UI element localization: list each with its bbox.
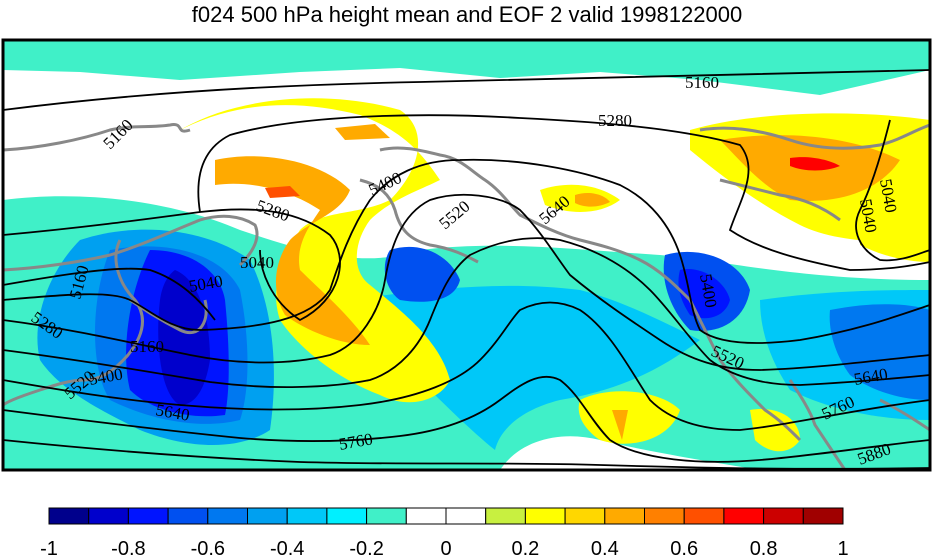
colorbar-swatches — [48, 507, 844, 525]
colorbar-tick-label: -0.8 — [111, 538, 145, 558]
colorbar-swatch — [247, 507, 288, 525]
contour-line — [2, 158, 931, 344]
coastline — [2, 214, 259, 272]
coastlines — [2, 123, 931, 471]
colorbar-swatch — [88, 507, 129, 525]
colorbar-swatch — [286, 507, 328, 525]
coastline — [359, 178, 479, 264]
colorbar-tick-label: -0.4 — [270, 538, 304, 558]
coastline — [699, 123, 931, 150]
contour-line — [2, 439, 931, 470]
colorbar-tick-label: 0.2 — [511, 538, 539, 558]
map-panel: 5160 5280 5400 5520 5640 5040 5040 5040 … — [1, 38, 932, 472]
contour-line — [2, 267, 216, 321]
coastline — [379, 146, 802, 442]
coastline — [788, 379, 847, 471]
colorbar-swatch — [485, 507, 526, 525]
colorbar-swatch — [683, 507, 725, 525]
colorbar-swatch — [366, 507, 407, 525]
colorbar-tick-label: -1 — [40, 538, 58, 558]
colorbar-swatch — [445, 507, 487, 525]
contour-line — [2, 375, 931, 463]
colorbar-swatch — [564, 507, 606, 525]
anomaly-region — [180, 98, 450, 403]
colorbar-swatch — [763, 507, 804, 525]
coastline — [2, 123, 191, 152]
colorbar-swatch — [127, 507, 169, 525]
colorbar-tick-label: 0 — [440, 538, 451, 558]
anomaly-region — [790, 157, 840, 171]
anomaly-region — [350, 285, 700, 450]
contour-label: 5280 — [598, 111, 632, 130]
contour-label: 5040 — [240, 253, 274, 272]
anomaly-region — [575, 192, 610, 207]
colorbar-tick-label: 0.6 — [670, 538, 698, 558]
colorbar-swatch — [167, 507, 209, 525]
colorbar-swatch — [604, 507, 645, 525]
contour-line — [2, 301, 931, 431]
contour-label: 5160 — [685, 73, 719, 92]
colorbar-swatch — [723, 507, 765, 525]
map-frame — [1, 38, 932, 472]
anomaly-region — [265, 186, 300, 198]
anomaly-region — [215, 156, 370, 345]
anomaly-region — [860, 228, 930, 262]
contour-line — [2, 193, 931, 371]
colorbar-tick-label: -0.6 — [191, 538, 225, 558]
colorbar-swatch — [207, 507, 249, 525]
colorbar-tick-label: 0.4 — [591, 538, 619, 558]
anomaly-region — [750, 409, 800, 452]
coastline — [2, 239, 145, 407]
contour-line — [855, 119, 931, 262]
colorbar-swatch — [644, 507, 685, 525]
colorbar-tick-label: 0.8 — [750, 538, 778, 558]
colorbar-swatch — [48, 507, 90, 525]
anomaly-region — [612, 410, 628, 440]
colorbar-tick-labels: -1 -0.8 -0.6 -0.4 -0.2 0 0.2 0.4 0.6 0.8 1 — [40, 538, 848, 558]
coastline — [879, 398, 931, 432]
height-contours — [2, 69, 931, 470]
anomaly-region — [3, 40, 930, 95]
colorbar-swatch — [405, 507, 447, 525]
colorbar-swatch — [802, 507, 844, 525]
anomaly-region — [384, 246, 460, 302]
contour-line — [2, 208, 341, 322]
colorbar-tick-label: 1 — [837, 538, 848, 558]
anomaly-region — [335, 124, 390, 140]
coastline — [719, 178, 841, 222]
contour-line — [2, 69, 931, 111]
colorbar-swatch — [326, 507, 368, 525]
plot-title: f024 500 hPa height mean and EOF 2 valid… — [191, 2, 743, 27]
contour-line — [197, 114, 931, 271]
colorbar-tick-label: -0.2 — [349, 538, 383, 558]
contour-label: 5160 — [130, 337, 164, 356]
contour-line — [2, 237, 931, 388]
colorbar-swatch — [524, 507, 566, 525]
anomaly-region — [158, 270, 210, 405]
